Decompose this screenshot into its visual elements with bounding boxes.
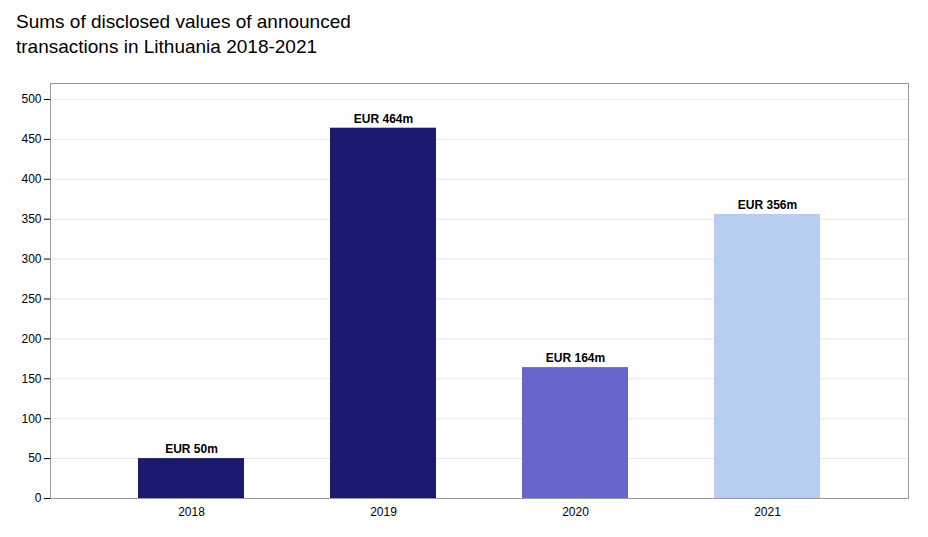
svg-text:EUR 356m: EUR 356m [738,199,797,213]
svg-text:2018: 2018 [178,505,205,519]
html-text:Sums of disclosed values of an: Sums of disclosed values of announced tr… [16,11,351,57]
svg-text:EUR 464m: EUR 464m [354,112,413,126]
svg-text:350: 350 [21,212,41,226]
svg-text:150: 150 [21,372,41,386]
svg-text:2021: 2021 [754,505,781,519]
svg-text:200: 200 [21,332,41,346]
svg-text:2019: 2019 [370,505,397,519]
svg-text:300: 300 [21,252,41,266]
svg-text:50: 50 [28,452,42,466]
svg-text:EUR 50m: EUR 50m [165,443,218,457]
svg-text:2020: 2020 [562,505,589,519]
svg-text:500: 500 [21,93,41,107]
svg-text:100: 100 [21,412,41,426]
svg-text:0: 0 [35,492,42,506]
svg-text:450: 450 [21,133,41,147]
svg-text:250: 250 [21,292,41,306]
svg-text:400: 400 [21,172,41,186]
svg-text:EUR 164m: EUR 164m [546,352,605,366]
